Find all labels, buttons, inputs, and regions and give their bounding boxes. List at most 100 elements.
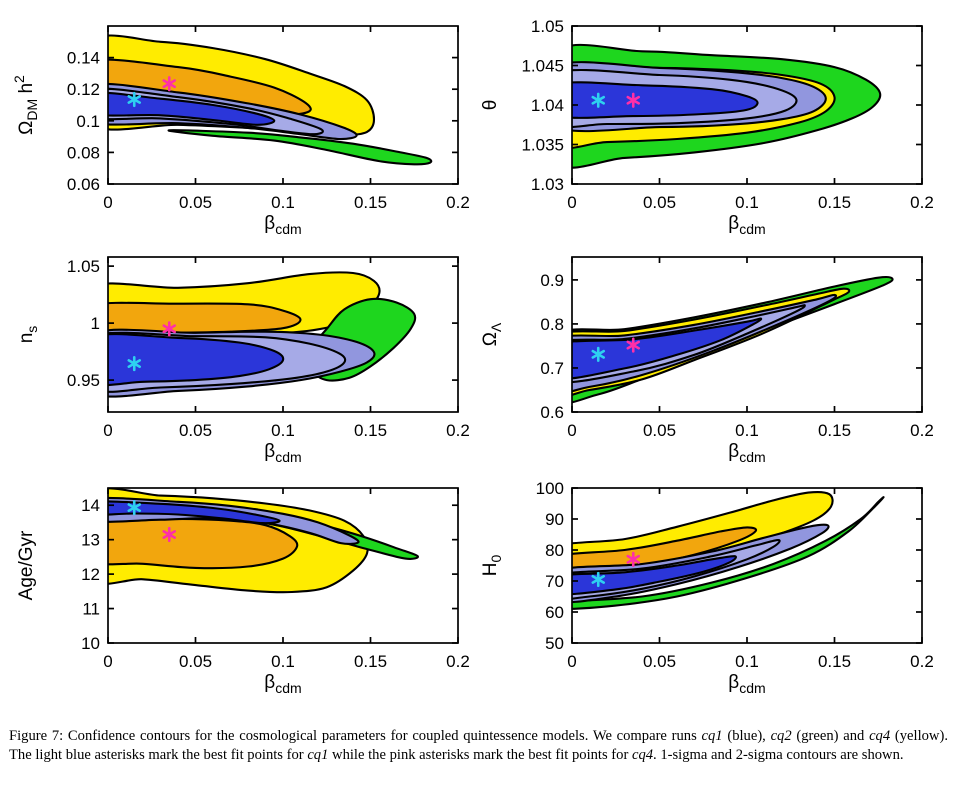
xtick-label-theta-4: 0.2: [910, 193, 934, 212]
panel-theta: 0 0.05 0.1 0.15 0.2 1.03 1.035 1.04 1.045 1.05 βcd…: [480, 17, 934, 237]
xtick-label-omega_lambda-4: 0.2: [910, 421, 934, 440]
ytick-label-theta-4: 1.05: [531, 17, 564, 36]
ylabel-omega_lambda: ΩΛ: [480, 322, 504, 346]
panel-age_gyr: 0 0.05 0.1 0.15 0.2 10 11 12 13 14 βcdm Age/Gyr: [16, 487, 470, 696]
ytick-label-h_0-0: 50: [545, 634, 564, 653]
ytick-label-omega_dm_h2-1: 0.08: [67, 143, 100, 162]
ytick-label-omega_lambda-3: 0.9: [540, 271, 564, 290]
xlabel-omega_lambda: βcdm: [728, 441, 765, 465]
contour-cq4-orange-1: [108, 515, 299, 570]
ylabel-theta: θ: [480, 100, 501, 111]
caption-segment-4: (green) and: [791, 728, 870, 744]
ytick-label-age_gyr-3: 13: [81, 531, 100, 550]
contour-cq1-blue_dark-4: [572, 81, 759, 119]
caption-segment-10: . 1-sigma and 2-sigma contours are shown…: [653, 747, 904, 764]
xtick-label-theta-1: 0.05: [643, 193, 676, 212]
best-fit-star-cq1-n_s: [127, 355, 142, 372]
ytick-label-theta-3: 1.045: [521, 57, 564, 76]
xtick-label-h_0-3: 0.15: [818, 652, 851, 671]
xtick-label-omega_lambda-2: 0.1: [735, 421, 759, 440]
xtick-label-omega_dm_h2-1: 0.05: [179, 193, 212, 212]
figure-caption: Figure 7: Confidence contours for the co…: [9, 727, 948, 766]
xtick-label-n_s-4: 0.2: [446, 421, 470, 440]
best-fit-star-cq1-omega_lambda: [591, 346, 606, 362]
ytick-label-omega_lambda-1: 0.7: [540, 359, 564, 378]
panel-omega_lambda: 0 0.05 0.1 0.15 0.2 0.6 0.7 0.8 0.9 βcdm ΩΛ: [480, 256, 934, 465]
ytick-label-age_gyr-0: 10: [81, 634, 100, 653]
xtick-label-age_gyr-3: 0.15: [354, 652, 387, 671]
ytick-label-omega_dm_h2-2: 0.1: [76, 112, 100, 131]
caption-segment-5: cq4: [869, 728, 891, 744]
ylabel-omega_dm_h2: ΩDM h2: [11, 75, 40, 135]
contour-cq1-blue_dark-4: [572, 317, 763, 380]
xtick-label-omega_dm_h2-4: 0.2: [446, 193, 470, 212]
best-fit-star-cq4-h_0: [626, 551, 641, 567]
xtick-label-n_s-2: 0.1: [271, 421, 295, 440]
ytick-label-age_gyr-4: 14: [81, 496, 100, 515]
caption-segment-7: cq1: [307, 747, 329, 764]
ytick-label-omega_lambda-0: 0.6: [540, 403, 564, 422]
contour-cq1-blue_dark-5: [572, 555, 737, 596]
xtick-label-age_gyr-2: 0.1: [271, 652, 295, 671]
ytick-label-omega_lambda-2: 0.8: [540, 315, 564, 334]
best-fit-star-cq4-theta: [626, 92, 641, 108]
best-fit-star-cq4-age_gyr: [162, 526, 177, 543]
xtick-label-h_0-2: 0.1: [735, 652, 759, 671]
best-fit-star-cq4-omega_dm_h2: [162, 76, 177, 92]
ylabel-h_0: H0: [480, 555, 504, 577]
best-fit-star-cq1-age_gyr: [127, 500, 142, 516]
xtick-label-h_0-4: 0.2: [910, 652, 934, 671]
ytick-label-omega_dm_h2-0: 0.06: [67, 175, 100, 194]
best-fit-star-cq4-n_s: [162, 321, 177, 337]
xtick-label-age_gyr-0: 0: [103, 652, 112, 671]
ytick-label-omega_dm_h2-4: 0.14: [67, 49, 100, 68]
xtick-label-theta-2: 0.1: [735, 193, 759, 212]
ytick-label-h_0-1: 60: [545, 603, 564, 622]
xtick-label-omega_dm_h2-0: 0: [103, 193, 112, 212]
xlabel-h_0: βcdm: [728, 672, 765, 696]
caption-segment-2: (blue),: [722, 728, 771, 744]
xtick-label-theta-3: 0.15: [818, 193, 851, 212]
ytick-label-age_gyr-2: 12: [81, 565, 100, 584]
contour-panels-grid: 0 0.05 0.1 0.15 0.2 0.06 0.08 0.1 0.12 0.14 βcdm ΩD…: [11, 17, 934, 696]
ytick-label-theta-1: 1.035: [521, 136, 564, 155]
xlabel-theta: βcdm: [728, 213, 765, 237]
xtick-label-h_0-0: 0: [567, 652, 576, 671]
contour-cq1-blue_dark-4: [108, 500, 281, 525]
xtick-label-n_s-0: 0: [103, 421, 112, 440]
ytick-label-theta-0: 1.03: [531, 175, 564, 194]
xtick-label-age_gyr-1: 0.05: [179, 652, 212, 671]
caption-segment-0: Figure 7: Confidence contours for the co…: [9, 728, 702, 744]
xtick-label-h_0-1: 0.05: [643, 652, 676, 671]
xtick-label-omega_lambda-1: 0.05: [643, 421, 676, 440]
panel-n_s: 0 0.05 0.1 0.15 0.2 0.95 1 1.05 βcdm ns: [16, 256, 470, 465]
caption-segment-1: cq1: [701, 728, 723, 744]
ytick-label-n_s-2: 1.05: [67, 257, 100, 276]
ytick-label-theta-2: 1.04: [531, 96, 564, 115]
best-fit-star-cq4-omega_lambda: [626, 337, 641, 353]
xtick-label-n_s-1: 0.05: [179, 421, 212, 440]
caption-segment-9: cq4: [631, 747, 654, 764]
ylabel-age_gyr: Age/Gyr: [16, 530, 37, 600]
xtick-label-omega_lambda-3: 0.15: [818, 421, 851, 440]
best-fit-star-cq1-h_0: [591, 571, 606, 588]
ytick-label-h_0-5: 100: [536, 479, 564, 498]
xtick-label-omega_dm_h2-3: 0.15: [354, 193, 387, 212]
contour-cq1-blue_dark-5: [108, 333, 285, 387]
contour-cq1-blue_dark-5: [108, 91, 276, 126]
xlabel-omega_dm_h2: βcdm: [264, 213, 301, 237]
ytick-label-n_s-1: 1: [91, 314, 100, 333]
ytick-label-h_0-3: 80: [545, 541, 564, 560]
xtick-label-omega_dm_h2-2: 0.1: [271, 193, 295, 212]
ytick-label-n_s-0: 0.95: [67, 371, 100, 390]
ytick-label-age_gyr-1: 11: [82, 600, 100, 619]
xtick-label-omega_lambda-0: 0: [567, 421, 576, 440]
panel-omega_dm_h2: 0 0.05 0.1 0.15 0.2 0.06 0.08 0.1 0.12 0.14 βcdm ΩD…: [11, 25, 470, 237]
xlabel-n_s: βcdm: [264, 441, 301, 465]
caption-segment-8: while the pink asterisks mark the best f…: [328, 747, 632, 764]
panel-h_0: 0 0.05 0.1 0.15 0.2 50 60 70 80 90 100 βcdm H0: [480, 479, 934, 696]
xtick-label-theta-0: 0: [567, 193, 576, 212]
ylabel-n_s: ns: [16, 326, 40, 344]
xlabel-age_gyr: βcdm: [264, 672, 301, 696]
